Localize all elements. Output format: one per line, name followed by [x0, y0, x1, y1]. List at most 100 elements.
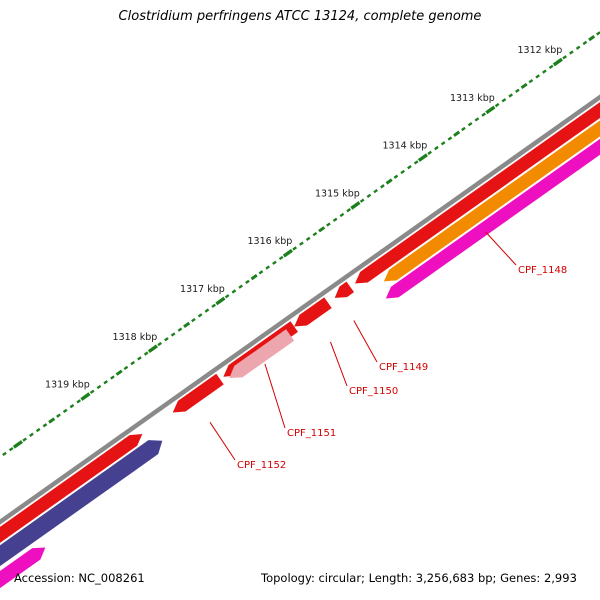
- scale-tick: [35, 427, 41, 433]
- scale-tick: [413, 160, 419, 165]
- scale-label: 1317 kbp: [180, 284, 225, 295]
- scale-tick: [110, 375, 115, 380]
- scale-tick: [147, 344, 158, 354]
- gene-label-CPF_1148: CPF_1148: [518, 265, 567, 276]
- scale-label: 1314 kbp: [383, 141, 428, 152]
- scale-tick: [461, 126, 466, 132]
- scale-tick: [143, 351, 149, 356]
- scale-tick: [42, 423, 48, 428]
- gene-label-CPF_1152: CPF_1152: [237, 460, 286, 471]
- scale-tick: [407, 165, 412, 170]
- gene-label-CPF_1150: CPF_1150: [349, 386, 398, 397]
- scale-tick: [299, 241, 304, 246]
- scale-tick: [258, 270, 264, 275]
- scale-tick: [393, 174, 399, 179]
- scale-tick: [366, 193, 372, 198]
- gene-CPF_1148: [385, 104, 600, 299]
- scale-tick: [76, 399, 82, 404]
- gene-track: [0, 79, 600, 600]
- scale-tick: [434, 145, 439, 151]
- scale-tick: [380, 184, 385, 189]
- scale-tick: [115, 369, 123, 376]
- scale-tick: [177, 327, 183, 332]
- scale-tick: [238, 284, 243, 289]
- scale-tick: [501, 98, 507, 103]
- gene-glyph: [0, 440, 163, 594]
- scale-tick: [474, 117, 480, 122]
- scale-label: 1313 kbp: [450, 93, 495, 104]
- scale-tick: [528, 79, 534, 84]
- scale-ticks: [0, 31, 600, 461]
- scale-labels: 1312 kbp 1313 kbp 1314 kbp 1315 kbp 1316 kbp…: [45, 45, 562, 391]
- scale-tick: [204, 308, 210, 313]
- scale-tick: [582, 40, 588, 46]
- scale-label: 1318 kbp: [113, 332, 158, 343]
- scale-tick: [326, 222, 331, 227]
- scale-tick: [332, 217, 338, 222]
- gene-label-CPF_1149: CPF_1149: [379, 362, 428, 373]
- scale-tick: [96, 384, 102, 390]
- scale-label: 1319 kbp: [45, 380, 90, 391]
- scale-tick: [250, 273, 258, 281]
- scale-tick: [89, 389, 95, 394]
- scale-tick: [137, 356, 142, 361]
- scale-tick: [575, 45, 581, 50]
- scale-tick: [596, 31, 600, 36]
- scale-tick: [48, 417, 56, 424]
- scale-tick: [373, 188, 378, 194]
- scale-tick: [69, 403, 75, 409]
- scale-tick: [282, 248, 293, 258]
- gene-glyph: [383, 92, 600, 282]
- scale-tick: [305, 236, 311, 242]
- gene-leader-CPF_1149: [353, 320, 378, 363]
- scale-tick: [400, 169, 405, 175]
- scale-tick: [183, 321, 191, 328]
- scale-tick: [508, 93, 513, 98]
- scale-tick: [447, 136, 453, 141]
- gene-annotations: CPF_1148 CPF_1149 CPF_1150 CPF_1151 CPF_1152: [209, 231, 567, 471]
- gene-leader-CPF_1151: [264, 363, 286, 429]
- scale-tick: [427, 150, 432, 155]
- scale-tick: [231, 289, 237, 294]
- scale-tick: [197, 313, 203, 318]
- scale-tick: [535, 74, 540, 79]
- gene-glyph: [354, 79, 600, 284]
- scale-tick: [515, 88, 520, 93]
- scale-tick: [467, 122, 473, 127]
- scale-tick: [130, 360, 136, 366]
- scale-tick: [278, 255, 284, 261]
- gene-CPF_1149: [334, 281, 355, 298]
- scale-tick: [22, 437, 28, 442]
- scale-tick: [8, 447, 14, 452]
- gene-glyph: [0, 434, 143, 578]
- scale-tick: [417, 153, 428, 162]
- rotated-track: [0, 31, 600, 600]
- scale-tick: [103, 380, 109, 385]
- scale-tick: [569, 50, 574, 55]
- gene-leader-CPF_1150: [329, 341, 348, 387]
- scale-tick: [164, 337, 169, 342]
- scale-tick: [485, 105, 496, 115]
- scale-tick: [542, 69, 547, 74]
- scale-tick: [548, 64, 554, 69]
- scale-tick: [562, 55, 567, 60]
- scale-tick: [211, 303, 216, 308]
- scale-tick: [292, 246, 297, 251]
- map-title: Clostridium perfringens ATCC 13124, comp…: [118, 9, 482, 24]
- scale-label: 1316 kbp: [248, 236, 293, 247]
- status-accession: Accession: NC_008261: [14, 571, 145, 585]
- scale-tick: [588, 35, 596, 42]
- scale-tick: [157, 341, 162, 347]
- scale-tick: [245, 279, 250, 285]
- status-topology: Topology: circular; Length: 3,256,683 bp…: [261, 571, 577, 585]
- scale-tick: [552, 57, 563, 67]
- scale-tick: [215, 296, 226, 306]
- gene-CPF_1150: [294, 297, 332, 327]
- scale-tick: [359, 198, 365, 203]
- scale-tick: [56, 413, 61, 418]
- scale-tick: [346, 208, 351, 213]
- genome-backbone: [0, 63, 600, 547]
- scale-tick: [385, 178, 393, 185]
- gene-CPF_1152: [172, 373, 224, 413]
